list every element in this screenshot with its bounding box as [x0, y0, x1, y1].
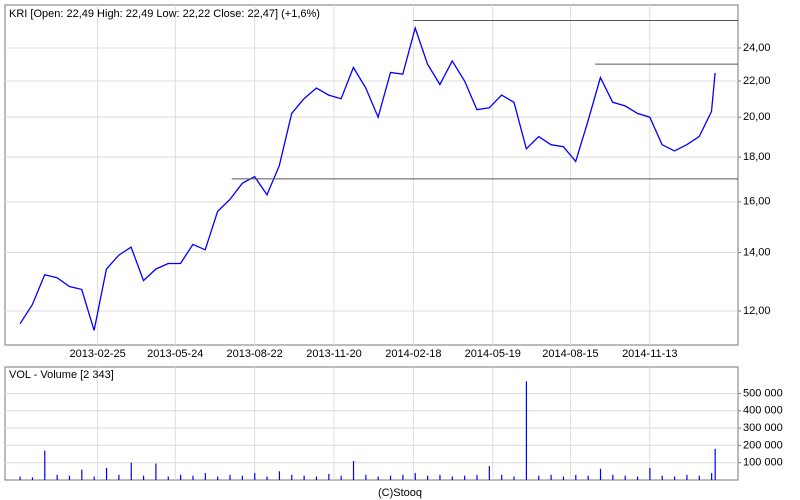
y-tick-label: 300 000 [743, 422, 783, 434]
volume-bar [93, 476, 95, 480]
volume-bar [291, 474, 293, 480]
volume-bar [217, 476, 219, 480]
volume-bar [278, 471, 281, 480]
y-tick-label: 22,00 [743, 75, 771, 87]
volume-bar [68, 475, 71, 480]
volume-bar [254, 473, 256, 480]
volume-bar [81, 469, 83, 480]
volume-bar [714, 448, 716, 480]
footer: (C)Stooq [378, 487, 422, 499]
volume-bar [365, 474, 367, 480]
volume-bar [686, 474, 688, 480]
volume-bar [661, 475, 663, 480]
volume-bar [451, 476, 453, 480]
volume-bar [636, 476, 639, 480]
volume-bar [649, 467, 651, 480]
volume-bar [328, 473, 330, 480]
volume-bar [229, 474, 231, 480]
x-tick-label: 2013-05-24 [147, 348, 203, 360]
volume-bar [266, 476, 268, 480]
chart-title: KRI [Open: 22,49 High: 22,49 Low: 22,22 … [9, 8, 320, 20]
price-line [19, 25, 716, 331]
volume-bar [118, 474, 120, 480]
volume-bar [464, 475, 466, 480]
y-tick-label: 500 000 [743, 387, 783, 399]
volume-bar [192, 475, 194, 480]
x-tick-label: 2014-11-13 [622, 348, 677, 360]
volume-bar [377, 476, 379, 480]
volume-bar [31, 477, 34, 480]
price-panel [4, 4, 739, 346]
volume-bar [513, 476, 515, 480]
y-tick-label: 100 000 [743, 457, 783, 469]
volume-bar [389, 475, 392, 480]
volume-bar [340, 475, 342, 480]
volume-bar [550, 474, 552, 480]
volume-bar [587, 475, 589, 480]
volume-bar [56, 474, 58, 480]
volume-bar [19, 476, 21, 480]
x-tick-label: 2013-11-20 [306, 348, 361, 360]
volume-bar [562, 476, 565, 480]
volume-bar [105, 467, 108, 480]
volume-bar [599, 468, 602, 480]
y-tick-label: 200 000 [743, 439, 783, 451]
y-tick-label: 24,00 [743, 42, 771, 54]
volume-bar [241, 475, 243, 480]
volume-bar [44, 450, 46, 480]
volume-bar [142, 475, 145, 480]
volume-panel [4, 366, 739, 481]
volume-bar [315, 476, 318, 480]
y-tick-label: 16,00 [743, 196, 771, 208]
volume-bar [612, 474, 614, 480]
volume-bar [414, 473, 416, 480]
y-tick-label: 20,00 [743, 111, 771, 123]
x-tick-label: 2013-08-22 [226, 348, 282, 360]
volume-bar [673, 476, 676, 480]
volume-bar [167, 476, 169, 480]
y-tick-label: 12,00 [743, 305, 771, 317]
volume-bar [525, 381, 528, 480]
x-tick-label: 2014-08-15 [542, 348, 598, 360]
volume-bar [180, 474, 182, 480]
volume-bar [698, 475, 700, 480]
volume-bar [624, 475, 626, 480]
volume-bar [476, 474, 478, 480]
volume-title: VOL - Volume [2 343] [9, 369, 114, 381]
x-tick-label: 2014-05-19 [465, 348, 521, 360]
volume-bar [439, 474, 441, 480]
volume-bar [427, 475, 429, 480]
plot-layer: 2013-02-25 2013-05-24 2013-08-22 2013-11-20… [5, 5, 783, 480]
volume-bar [575, 474, 577, 480]
volume-bar [352, 460, 355, 480]
volume-bar [402, 474, 404, 480]
volume-bar [130, 462, 132, 480]
y-tick-label: 18,00 [743, 151, 771, 163]
volume-bar [488, 466, 490, 480]
y-tick-label: 400 000 [743, 405, 783, 417]
volume-bar [501, 474, 503, 480]
volume-bar [155, 463, 157, 480]
volume-bar [538, 475, 540, 480]
x-tick-label: 2013-02-25 [69, 348, 125, 360]
volume-bar [204, 473, 206, 480]
y-tick-label: 14,00 [743, 246, 771, 258]
x-tick-label: 2014-02-18 [385, 348, 441, 360]
volume-bar [303, 475, 305, 480]
volume-bar [711, 473, 713, 480]
